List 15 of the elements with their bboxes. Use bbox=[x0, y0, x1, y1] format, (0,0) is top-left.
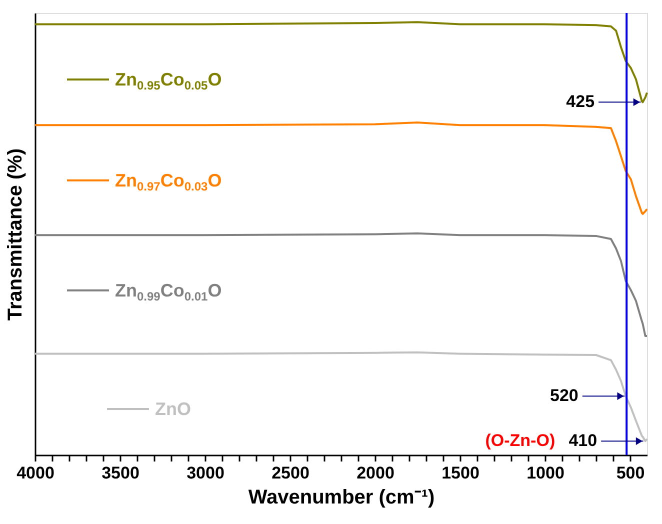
annotation: 410 bbox=[568, 431, 598, 450]
annotation: 520 bbox=[550, 386, 578, 406]
y-axis-title: Transmittance (%) bbox=[4, 148, 26, 321]
x-tick-label: 1500 bbox=[442, 464, 480, 482]
x-tick-label: 3500 bbox=[102, 464, 140, 482]
x-axis-title: Wavenumber (cm⁻¹) bbox=[248, 486, 435, 508]
x-tick-label: 3000 bbox=[186, 464, 224, 482]
annotation: (O-Zn-O) bbox=[485, 431, 556, 450]
legend-label: ZnO bbox=[155, 398, 191, 419]
x-tick-label: 2500 bbox=[272, 464, 310, 482]
x-tick-label: 1000 bbox=[526, 464, 564, 482]
annotation: 425 bbox=[566, 92, 595, 112]
x-tick-label: 4000 bbox=[16, 464, 54, 482]
x-tick-label: 2000 bbox=[356, 464, 394, 482]
x-tick-label: 500 bbox=[616, 464, 645, 482]
